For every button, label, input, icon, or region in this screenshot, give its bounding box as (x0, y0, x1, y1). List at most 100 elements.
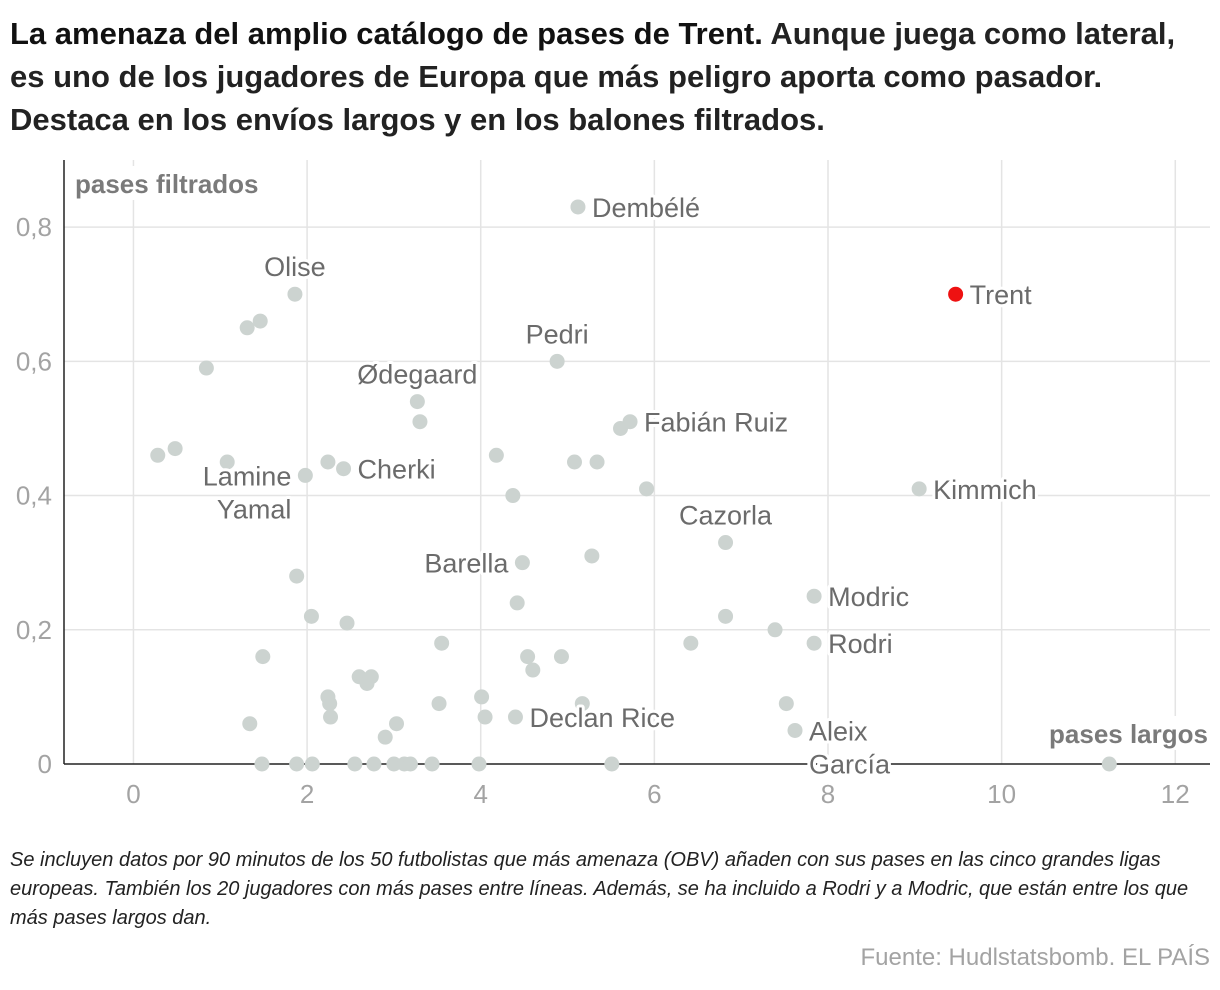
point-label: Dembélé (592, 193, 700, 223)
highlight-label: Trent (970, 280, 1033, 310)
data-point (584, 548, 600, 564)
data-point (412, 414, 428, 430)
axes: pases filtrados pases largos (63, 160, 1210, 765)
y-tick-label: 0 (38, 749, 52, 779)
x-tick-label: 0 (126, 779, 140, 809)
point-label: Modric (828, 582, 909, 612)
data-point (389, 716, 405, 732)
data-point (767, 622, 783, 638)
data-point (366, 756, 382, 772)
data-point (718, 608, 734, 624)
data-labels: Dembélé Olise Pedri Ødegaard Fabián Ruiz Cher… (200, 190, 1040, 782)
point-label: Cazorla (679, 501, 773, 531)
highlight-point (948, 286, 964, 302)
data-point (525, 662, 541, 678)
data-points (150, 199, 1117, 772)
labeled-point (911, 481, 927, 497)
point-label: Declan Rice (529, 703, 675, 733)
labeled-point (718, 535, 734, 551)
data-point (589, 454, 605, 470)
data-point (339, 615, 355, 631)
point-label: García (809, 749, 891, 779)
data-point (488, 447, 504, 463)
point-label: Fabián Ruiz (644, 408, 788, 438)
y-axis-title-backdrop (70, 166, 290, 200)
data-point (505, 488, 521, 504)
x-tick-label: 4 (473, 779, 487, 809)
y-tick-label: 0,8 (16, 212, 52, 242)
tick-labels: 0 2 4 6 8 10 12 0 0,2 0,4 0,6 0,8 (16, 212, 1190, 809)
x-tick-label: 8 (821, 779, 835, 809)
data-point (509, 595, 525, 611)
data-point (434, 635, 450, 651)
y-axis-title: pases filtrados (75, 169, 259, 199)
data-point (683, 635, 699, 651)
labeled-point (409, 394, 425, 410)
data-point (242, 716, 258, 732)
x-axis-title: pases largos (1049, 719, 1208, 749)
y-tick-label: 0,2 (16, 615, 52, 645)
y-tick-label: 0,6 (16, 346, 52, 376)
data-point (239, 320, 255, 336)
data-point (402, 756, 418, 772)
y-tick-label: 0,4 (16, 481, 52, 511)
data-point (150, 447, 166, 463)
scatter-chart: pases filtrados pases largos 0 2 4 6 8 10 12 0 0,… (16, 160, 1210, 809)
data-point (386, 756, 402, 772)
data-point (252, 313, 268, 329)
data-point (289, 756, 305, 772)
data-point (1101, 756, 1117, 772)
data-point (377, 729, 393, 745)
data-point (254, 756, 270, 772)
data-point (304, 756, 320, 772)
data-point (322, 696, 338, 712)
labeled-point (549, 353, 565, 369)
data-point (474, 689, 490, 705)
data-point (359, 675, 375, 691)
labeled-point (514, 555, 530, 571)
point-label: Barella (424, 549, 509, 579)
labeled-point (297, 467, 313, 483)
data-point (566, 454, 582, 470)
source-credit: Fuente: Hudlstatsbomb. EL PAÍS (860, 944, 1210, 971)
data-point (477, 709, 493, 725)
x-axis-title-backdrop (1024, 716, 1210, 750)
point-label: Kimmich (933, 475, 1037, 505)
point-label: Aleix (809, 716, 868, 746)
labeled-point (787, 722, 803, 738)
point-label: Olise (264, 252, 326, 282)
labeled-point (806, 588, 822, 604)
point-label: Lamine (203, 461, 292, 491)
chart-subtitle: Aunque juega como lateral, es uno de los… (10, 16, 1176, 137)
data-point (198, 360, 214, 376)
data-point (471, 756, 487, 772)
data-point (347, 756, 363, 772)
point-label: Rodri (828, 629, 893, 659)
data-point (289, 568, 305, 584)
chart-title: La amenaza del amplio catálogo de pases … (10, 16, 763, 51)
data-point (219, 454, 235, 470)
labeled-point (570, 199, 586, 215)
data-point (604, 756, 620, 772)
data-point (431, 696, 447, 712)
labeled-point (622, 414, 638, 430)
x-tick-label: 10 (987, 779, 1016, 809)
data-point (639, 481, 655, 497)
grid-lines (64, 160, 1210, 764)
data-point (553, 649, 569, 665)
data-point (323, 709, 339, 725)
x-tick-label: 12 (1161, 779, 1190, 809)
labeled-point (507, 709, 523, 725)
data-point (520, 649, 536, 665)
x-tick-label: 6 (647, 779, 661, 809)
data-point (320, 454, 336, 470)
data-point (574, 696, 590, 712)
point-label: Cherki (358, 455, 436, 485)
data-point (424, 756, 440, 772)
x-tick-label: 2 (300, 779, 314, 809)
data-point (303, 608, 319, 624)
point-label: Ødegaard (357, 360, 477, 390)
data-point (255, 649, 271, 665)
headline: La amenaza del amplio catálogo de pases … (10, 12, 1210, 141)
data-point (778, 696, 794, 712)
